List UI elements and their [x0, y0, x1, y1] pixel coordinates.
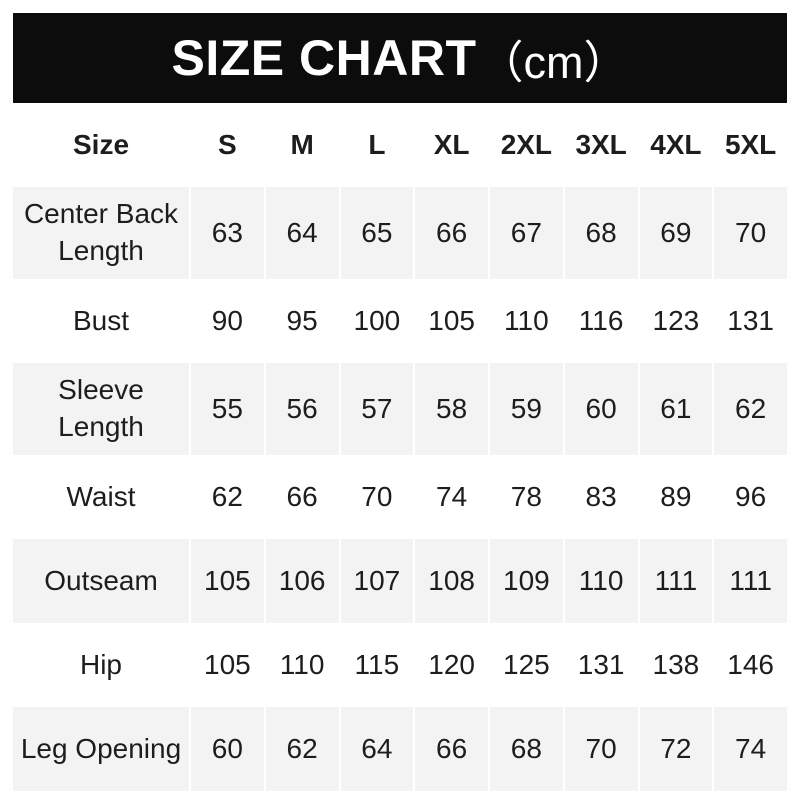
- value-cell: 65: [340, 187, 414, 279]
- size-column-header: M: [290, 129, 314, 160]
- row-label: Hip: [79, 648, 122, 680]
- unit-label: （cm）: [478, 36, 629, 88]
- value-cell: 125: [503, 649, 550, 680]
- table-row: Hip 105 110 115 120 125 131 138 146: [13, 623, 787, 707]
- value-cell: 146: [727, 649, 774, 680]
- value-cell: 58: [415, 363, 488, 455]
- value-cell: 61: [639, 363, 713, 455]
- title-banner: SIZE CHART （cm）: [13, 13, 787, 103]
- row-label: Leg Opening: [13, 707, 189, 791]
- value-cell: 68: [564, 187, 638, 279]
- value-cell: 95: [286, 305, 318, 336]
- value-cell: 63: [191, 187, 264, 279]
- value-cell: 60: [191, 707, 264, 791]
- value-cell: 70: [714, 187, 787, 279]
- value-cell: 90: [211, 305, 243, 336]
- value-cell: 66: [415, 187, 488, 279]
- value-cell: 72: [639, 707, 713, 791]
- value-cell: 62: [265, 707, 339, 791]
- value-cell: 106: [265, 539, 339, 623]
- value-cell: 110: [504, 305, 549, 336]
- table-row: Leg Opening 60 62 64 66 68 70 72 74: [13, 707, 787, 791]
- table-row: Outseam 105 106 107 108 109 110 111 111: [13, 539, 787, 623]
- value-cell: 70: [564, 707, 638, 791]
- value-cell: 64: [340, 707, 414, 791]
- value-cell: 105: [428, 305, 475, 336]
- value-cell: 62: [211, 481, 243, 512]
- row-label: Sleeve Length: [13, 363, 189, 455]
- value-cell: 96: [735, 481, 767, 512]
- value-cell: 116: [578, 305, 624, 336]
- value-cell: 67: [490, 187, 563, 279]
- value-cell: 115: [354, 649, 400, 680]
- value-cell: 64: [265, 187, 339, 279]
- value-cell: 89: [660, 481, 692, 512]
- size-chart-table: Size S M L XL 2XL 3XL 4XL 5XL Center Back Length 6…: [13, 103, 787, 791]
- value-cell: 120: [428, 649, 475, 680]
- value-cell: 78: [510, 481, 542, 512]
- size-column-header: L: [368, 129, 386, 160]
- value-cell: 138: [652, 649, 700, 680]
- corner-label: Size: [72, 128, 130, 160]
- value-cell: 111: [714, 539, 787, 623]
- size-column-header: 2XL: [500, 129, 553, 160]
- value-cell: 107: [340, 539, 414, 623]
- size-column-header: 4XL: [650, 129, 702, 160]
- value-cell: 56: [265, 363, 339, 455]
- value-cell: 105: [191, 539, 264, 623]
- row-label: Outseam: [13, 539, 189, 623]
- value-cell: 131: [727, 305, 774, 336]
- value-cell: 60: [564, 363, 638, 455]
- value-cell: 123: [652, 305, 700, 336]
- row-label: Bust: [72, 304, 130, 336]
- value-cell: 62: [714, 363, 787, 455]
- value-cell: 69: [639, 187, 713, 279]
- value-cell: 55: [191, 363, 264, 455]
- size-column-header: 5XL: [724, 129, 777, 160]
- table-row: Waist 62 66 70 74 78 83 89 96: [13, 455, 787, 539]
- value-cell: 66: [415, 707, 488, 791]
- size-column-header: XL: [433, 129, 470, 160]
- value-cell: 74: [714, 707, 787, 791]
- value-cell: 108: [415, 539, 488, 623]
- value-cell: 83: [585, 481, 617, 512]
- value-cell: 66: [286, 481, 318, 512]
- value-cell: 74: [436, 481, 468, 512]
- value-cell: 100: [353, 305, 401, 336]
- size-column-header: 3XL: [575, 129, 627, 160]
- value-cell: 131: [577, 649, 625, 680]
- page-title: SIZE CHART: [171, 30, 477, 86]
- value-cell: 110: [564, 539, 638, 623]
- table-row: Center Back Length 63 64 65 66 67 68 69 70: [13, 187, 787, 279]
- value-cell: 105: [204, 649, 251, 680]
- value-cell: 57: [340, 363, 414, 455]
- row-label: Waist: [66, 480, 136, 512]
- value-cell: 68: [490, 707, 563, 791]
- size-column-header: S: [218, 129, 237, 160]
- table-row: Bust 90 95 100 105 110 116 123 131: [13, 279, 787, 363]
- value-cell: 109: [490, 539, 563, 623]
- table-header-row: Size S M L XL 2XL 3XL 4XL 5XL: [13, 103, 787, 187]
- value-cell: 111: [639, 539, 713, 623]
- row-label: Center Back Length: [13, 187, 189, 279]
- value-cell: 59: [490, 363, 563, 455]
- table-row: Sleeve Length 55 56 57 58 59 60 61 62: [13, 363, 787, 455]
- value-cell: 110: [279, 649, 325, 680]
- value-cell: 70: [361, 481, 393, 512]
